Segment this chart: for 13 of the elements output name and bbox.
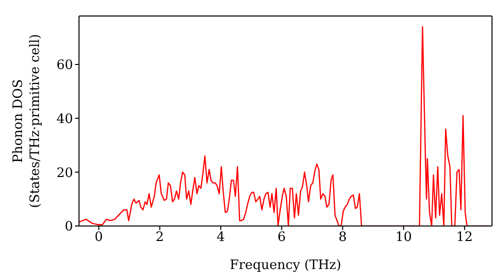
x-tick-label: 10 bbox=[395, 230, 412, 246]
x-tick-label: 12 bbox=[456, 230, 473, 246]
y-axis-title: Phonon DOS (States/THz·primitive cell) bbox=[11, 34, 43, 208]
y-tick-label: 40 bbox=[56, 112, 73, 127]
x-tick-label: 8 bbox=[338, 230, 347, 246]
y-tick-label: 20 bbox=[56, 166, 73, 181]
x-tick-label: 2 bbox=[156, 230, 164, 246]
x-tick-label: 6 bbox=[278, 230, 286, 246]
y-tick-label: 0 bbox=[64, 220, 73, 235]
x-tick-label: 0 bbox=[94, 230, 103, 246]
y-tick-label: 60 bbox=[56, 58, 73, 74]
x-tick-label: 4 bbox=[216, 230, 225, 246]
x-axis-title: Frequency (THz) bbox=[230, 258, 342, 273]
